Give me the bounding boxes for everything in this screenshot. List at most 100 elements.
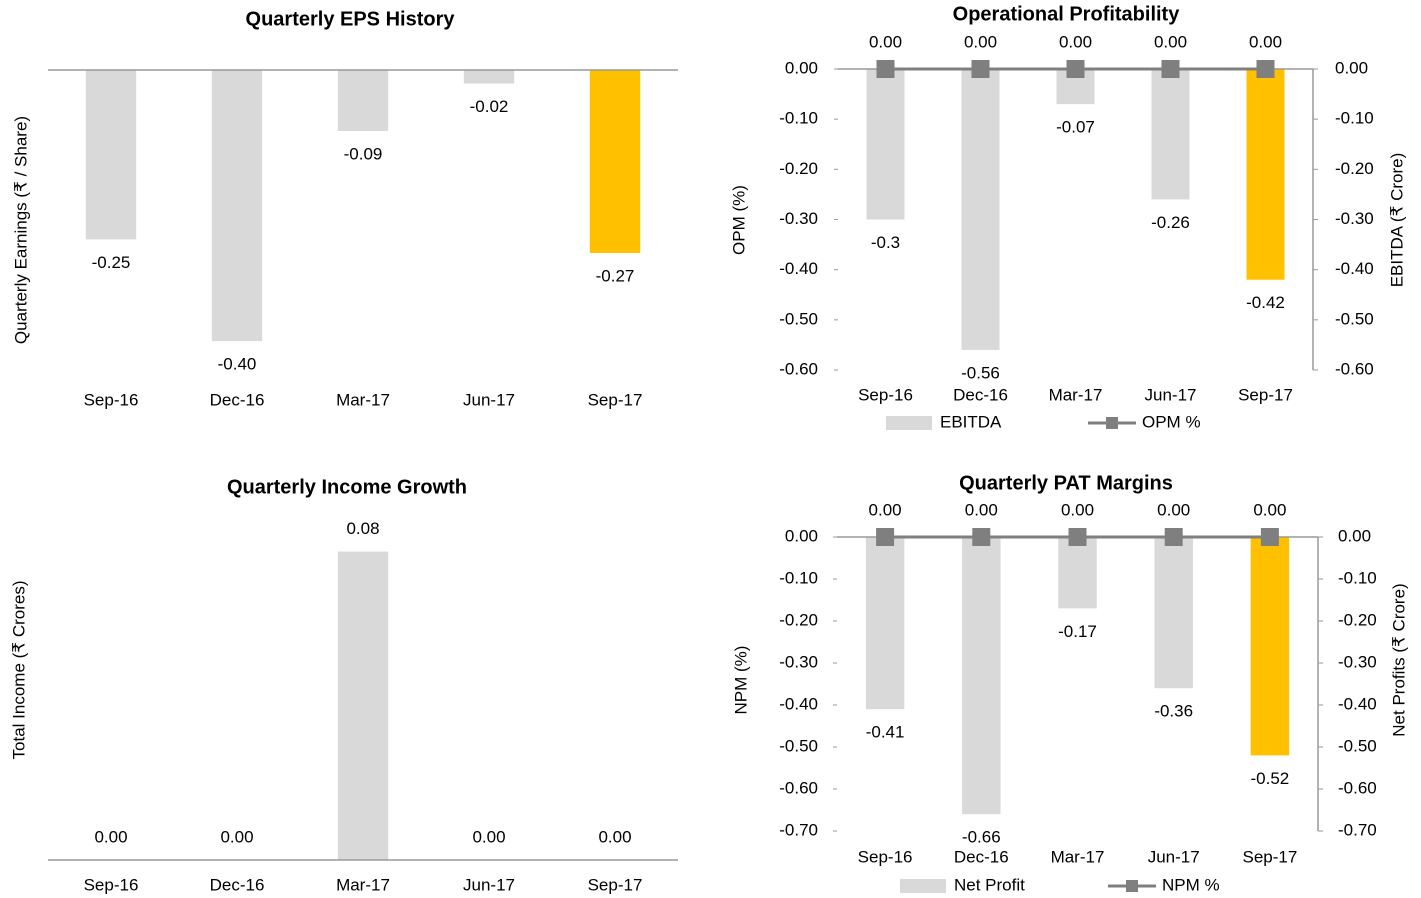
line-value-label: 0.00 (965, 500, 998, 519)
line-value-label: 0.00 (1157, 500, 1190, 519)
line-marker (876, 528, 895, 546)
x-tick-label: Jun-17 (1148, 847, 1200, 866)
y-axis-label: NPM (%) (731, 646, 750, 715)
bar-value-label: 0.00 (472, 827, 505, 846)
y2-tick-label: -0.10 (1338, 568, 1377, 587)
x-tick-label: Mar-17 (1051, 847, 1105, 866)
line-marker (1260, 528, 1279, 546)
y-tick-label: -0.10 (779, 568, 818, 587)
bar-value-label: -0.56 (961, 363, 1000, 382)
y-tick-label: -0.10 (779, 109, 818, 128)
x-tick-label: Mar-17 (336, 390, 390, 409)
legend-swatch-marker (1106, 417, 1118, 429)
line-value-label: 0.00 (1249, 32, 1282, 51)
y-tick-label: -0.40 (779, 259, 818, 278)
y-tick-label: -0.70 (779, 820, 818, 839)
bar (85, 70, 137, 240)
bar (463, 70, 515, 84)
line-value-label: 0.00 (1061, 500, 1094, 519)
y2-tick-label: -0.20 (1338, 610, 1377, 629)
legend-swatch (900, 879, 946, 893)
y-tick-label: -0.40 (779, 694, 818, 713)
y2-tick-label: -0.30 (1335, 209, 1374, 228)
line-value-label: 0.00 (964, 32, 997, 51)
x-tick-label: Sep-17 (588, 390, 643, 409)
bar (589, 70, 641, 253)
x-tick-label: Sep-16 (84, 390, 139, 409)
y2-tick-label: -0.50 (1335, 309, 1374, 328)
y2-tick-label: -0.30 (1338, 652, 1377, 671)
chart-title: Operational Profitability (953, 3, 1181, 25)
legend-swatch-marker (1126, 880, 1138, 892)
x-tick-label: Mar-17 (1049, 385, 1103, 404)
y2-tick-label: -0.70 (1338, 820, 1377, 839)
bar-value-label: -0.42 (1246, 293, 1285, 312)
bar-value-label: -0.3 (871, 233, 900, 252)
legend-swatch (886, 416, 932, 430)
y-axis-label: OPM (%) (729, 185, 748, 255)
bar-value-label: 0.00 (94, 827, 127, 846)
x-tick-label: Dec-16 (953, 385, 1008, 404)
legend-label: Net Profit (954, 875, 1025, 894)
x-tick-label: Sep-17 (588, 875, 643, 894)
bar-value-label: -0.40 (218, 355, 257, 374)
y2-tick-label: -0.40 (1338, 694, 1377, 713)
bar-value-label: -0.27 (596, 266, 635, 285)
y-tick-label: -0.50 (779, 309, 818, 328)
x-tick-label: Sep-16 (858, 847, 913, 866)
bar-value-label: -0.17 (1058, 622, 1097, 641)
bar-value-label: -0.26 (1151, 213, 1190, 232)
bar-value-label: -0.25 (92, 253, 131, 272)
y-tick-label: -0.60 (779, 359, 818, 378)
y-tick-label: -0.20 (779, 610, 818, 629)
bar-value-label: -0.09 (344, 144, 383, 163)
line-marker (876, 60, 895, 78)
y-axis-label: Quarterly Earnings (₹ / Share) (11, 116, 30, 344)
bar (1151, 69, 1190, 200)
bar (865, 537, 905, 710)
line-marker (1161, 60, 1180, 78)
x-tick-label: Dec-16 (210, 390, 265, 409)
bar (1154, 537, 1193, 689)
line-marker (1068, 528, 1087, 546)
chart-title: Quarterly EPS History (246, 8, 456, 30)
x-tick-label: Jun-17 (463, 390, 515, 409)
line-marker (971, 60, 990, 78)
bar-value-label: -0.66 (962, 828, 1001, 847)
bar (962, 537, 1001, 815)
bar-value-label: -0.02 (470, 97, 509, 116)
bar-value-label: -0.07 (1056, 118, 1095, 137)
bar (1250, 537, 1290, 756)
x-tick-label: Jun-17 (463, 875, 515, 894)
x-tick-label: Sep-16 (84, 875, 139, 894)
y2-tick-label: -0.50 (1338, 736, 1377, 755)
bar (337, 70, 389, 131)
y2-tick-label: -0.40 (1335, 259, 1374, 278)
line-marker (1066, 60, 1085, 78)
y2-tick-label: 0.00 (1338, 526, 1371, 545)
y2-tick-label: 0.00 (1335, 58, 1368, 77)
bar-value-label: 0.00 (220, 827, 253, 846)
bar (1058, 537, 1097, 609)
y2-tick-label: -0.20 (1335, 159, 1374, 178)
legend-label: EBITDA (940, 412, 1002, 431)
line-marker (972, 528, 991, 546)
bar (337, 551, 389, 860)
y-tick-label: -0.30 (779, 209, 818, 228)
bar (866, 69, 905, 220)
line-value-label: 0.00 (869, 500, 902, 519)
x-tick-label: Sep-17 (1242, 847, 1297, 866)
bar-value-label: -0.52 (1251, 769, 1290, 788)
y2-tick-label: -0.10 (1335, 109, 1374, 128)
legend-label: NPM % (1162, 875, 1220, 894)
y-axis-label: Total Income (₹ Crores) (9, 581, 28, 760)
x-tick-label: Dec-16 (210, 875, 265, 894)
line-marker (1256, 60, 1275, 78)
bar (1246, 69, 1285, 280)
bar (961, 69, 1000, 350)
y2-axis-label: Net Profits (₹ Crore) (1389, 583, 1408, 736)
y-tick-label: -0.60 (779, 778, 818, 797)
x-tick-label: Sep-17 (1238, 385, 1293, 404)
